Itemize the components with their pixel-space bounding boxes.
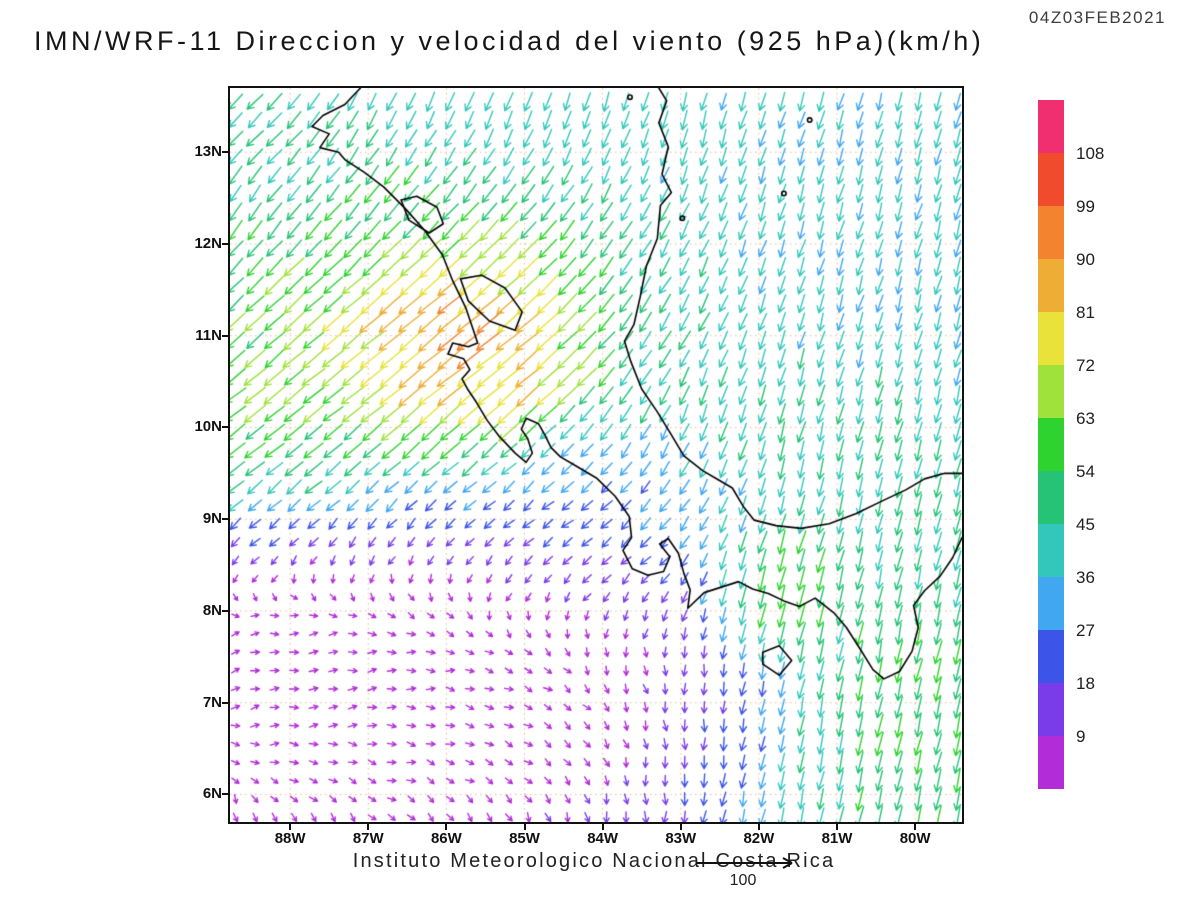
colorbar-label: 36	[1076, 568, 1095, 587]
lon-tick-mark	[679, 824, 682, 830]
colorbar-label: 27	[1076, 621, 1095, 640]
lon-tick-label: 86W	[430, 830, 462, 847]
lat-tick-label: 10N	[194, 418, 222, 436]
lat-tick-label: 13N	[194, 143, 222, 161]
colorbar: 108 99 90 81 72 63 54 45 36 27 18 9	[1038, 100, 1158, 789]
colorbar-segment	[1038, 577, 1064, 630]
lon-tick-label: 80W	[899, 830, 931, 847]
colorbar-segment	[1038, 418, 1064, 471]
colorbar-segment	[1038, 100, 1064, 153]
lon-tick-mark	[757, 824, 760, 830]
lat-tick-mark	[222, 242, 228, 245]
valid-time-label: 04Z03FEB2021	[1028, 8, 1166, 27]
wind-vector-map-canvas	[230, 88, 962, 822]
colorbar-label: 72	[1076, 356, 1095, 375]
colorbar-segment	[1038, 471, 1064, 524]
lon-tick-mark	[914, 824, 917, 830]
colorbar-segment	[1038, 206, 1064, 259]
lat-tick-label: 8N	[202, 601, 222, 619]
lat-tick-label: 12N	[194, 234, 222, 252]
lon-tick-label: 87W	[352, 830, 384, 847]
lon-tick-mark	[836, 824, 838, 830]
lat-tick-mark	[222, 793, 228, 796]
colorbar-segment	[1038, 365, 1064, 418]
colorbar-label: 63	[1076, 409, 1095, 428]
colorbar-segment	[1038, 259, 1064, 312]
colorbar-label: 90	[1076, 250, 1095, 269]
lon-tick-mark	[601, 824, 604, 830]
lat-tick-mark	[222, 518, 228, 521]
colorbar-segment	[1038, 524, 1064, 577]
chart-title: IMN/WRF-11 Direccion y velocidad del vie…	[34, 26, 985, 56]
map-plot-frame	[228, 86, 964, 824]
lat-tick-label: 11N	[195, 326, 222, 344]
colorbar-segment	[1038, 683, 1064, 736]
lat-tick-mark	[222, 701, 228, 704]
reference-wind-arrow	[696, 857, 793, 869]
colorbar-label: 108	[1076, 144, 1105, 163]
lat-tick-mark	[222, 151, 228, 154]
colorbar-segments	[1038, 100, 1064, 789]
lon-tick-mark	[523, 824, 526, 830]
colorbar-segment	[1038, 630, 1064, 683]
colorbar-segment	[1038, 736, 1064, 789]
reference-wind-label: 100	[729, 872, 757, 889]
lon-tick-mark	[367, 824, 370, 830]
lon-tick-label: 82W	[743, 830, 775, 847]
lat-tick-mark	[222, 334, 228, 337]
colorbar-label: 81	[1076, 303, 1095, 322]
colorbar-label: 99	[1076, 197, 1095, 216]
colorbar-label: 9	[1076, 727, 1086, 746]
colorbar-label: 18	[1076, 674, 1095, 693]
lat-tick-label: 6N	[202, 785, 222, 803]
lon-tick-label: 84W	[587, 830, 619, 847]
lon-tick-mark	[289, 824, 292, 830]
lon-tick-mark	[445, 824, 448, 830]
lon-tick-label: 81W	[821, 830, 853, 847]
colorbar-label: 45	[1076, 515, 1095, 534]
colorbar-segment	[1038, 312, 1064, 365]
credit-label: Instituto Meteorologico Nacional Costa R…	[352, 850, 836, 872]
lat-tick-label: 9N	[202, 510, 222, 528]
colorbar-label: 54	[1076, 462, 1095, 481]
lon-tick-label: 88W	[274, 830, 306, 847]
lon-tick-label: 85W	[509, 830, 540, 847]
lon-tick-label: 83W	[665, 830, 697, 847]
lat-tick-label: 7N	[202, 693, 222, 711]
colorbar-segment	[1038, 153, 1064, 206]
lat-tick-mark	[222, 426, 228, 429]
lat-tick-mark	[222, 609, 228, 612]
